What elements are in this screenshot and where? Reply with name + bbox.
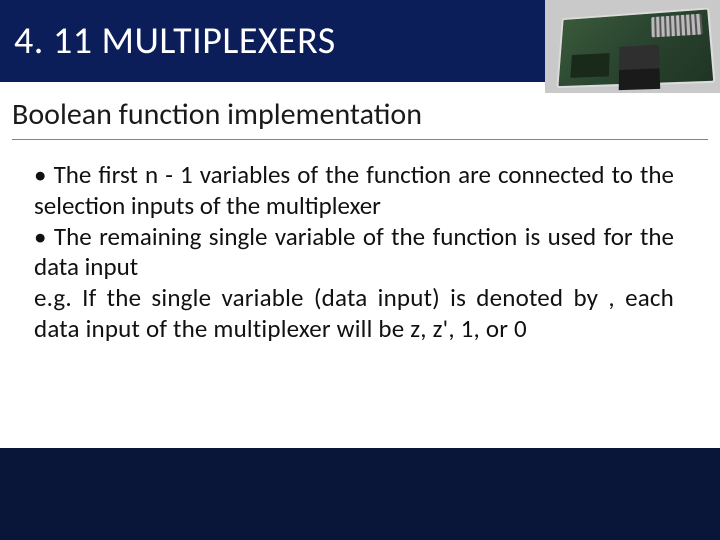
bottom-bar xyxy=(0,448,720,540)
trainer-board-surface xyxy=(556,8,715,89)
slide: 4. 11 MULTIPLEXERS Boolean function impl… xyxy=(0,0,720,540)
subtitle-region: Boolean function implementation xyxy=(12,96,708,140)
bullet-1: • The first n - 1 variables of the funct… xyxy=(34,160,674,222)
slide-subtitle: Boolean function implementation xyxy=(12,96,422,133)
body-text-region: • The first n - 1 variables of the funct… xyxy=(34,160,674,345)
bullet-2: • The remaining single variable of the f… xyxy=(34,222,674,284)
slide-title: 4. 11 MULTIPLEXERS xyxy=(14,18,336,64)
trainer-board-image xyxy=(545,0,720,93)
example-line: e.g. If the single variable (data input)… xyxy=(34,283,674,345)
